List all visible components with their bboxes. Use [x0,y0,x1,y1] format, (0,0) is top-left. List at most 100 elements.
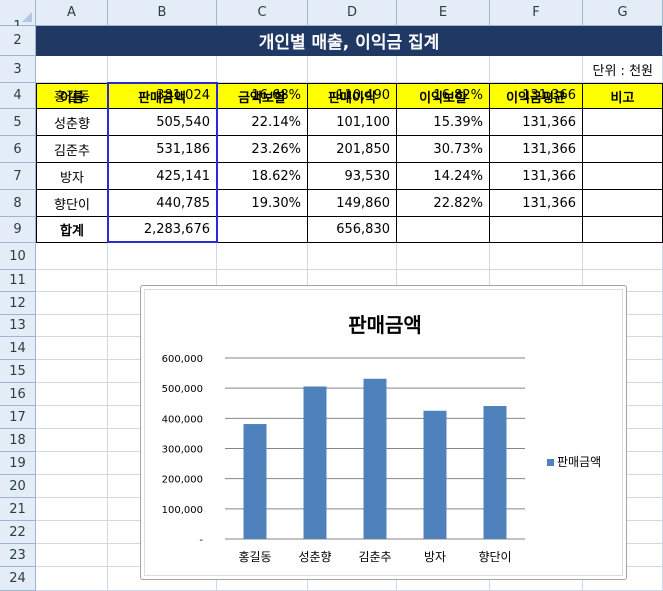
data-cell[interactable]: 531,186 [108,136,217,163]
data-cell[interactable]: 131,366 [490,136,583,163]
row-header-2[interactable]: 2 [0,26,36,56]
row-header-12[interactable]: 12 [0,292,36,315]
total-cell[interactable] [397,217,490,243]
total-cell[interactable]: 합계 [36,217,108,243]
grid-cell[interactable] [36,498,108,521]
data-cell[interactable]: 131,366 [490,163,583,190]
grid-cell[interactable] [490,56,583,83]
total-cell[interactable] [490,217,583,243]
data-cell[interactable]: 23.26% [217,136,308,163]
column-header-f[interactable]: F [490,0,583,26]
grid-cell[interactable] [36,292,108,315]
row-header-18[interactable]: 18 [0,429,36,452]
data-cell[interactable]: 방자 [36,163,108,190]
data-cell[interactable]: 16.68% [217,83,308,109]
grid-cell[interactable] [397,56,490,83]
data-cell[interactable]: 15.39% [397,109,490,136]
data-cell[interactable] [583,163,663,190]
header-cell[interactable]: 이름 [36,83,108,109]
grid-cell[interactable] [36,521,108,544]
data-cell[interactable]: 131,366 [490,109,583,136]
column-header-e[interactable]: E [397,0,490,26]
total-cell[interactable] [217,217,308,243]
total-cell[interactable] [583,217,663,243]
row-header-8[interactable]: 8 [0,190,36,217]
row-header-22[interactable]: 22 [0,521,36,544]
grid-cell[interactable] [36,383,108,406]
row-header-10[interactable]: 10 [0,243,36,270]
header-cell[interactable]: 판매이익 [308,83,397,109]
column-header-g[interactable]: G [583,0,663,26]
row-header-14[interactable]: 14 [0,337,36,360]
chart-object[interactable]: 판매금액 - 100,000 200,000 300,000 400,000 500,000… [140,285,627,580]
data-cell[interactable]: 93,530 [308,163,397,190]
grid-cell[interactable] [36,56,108,83]
data-cell[interactable]: 440,785 [108,190,217,217]
column-header-a[interactable]: A [36,0,108,26]
grid-cell[interactable] [36,337,108,360]
data-cell[interactable]: 22.82% [397,190,490,217]
total-cell[interactable]: 656,830 [308,217,397,243]
column-header-b[interactable]: B [108,0,217,26]
total-cell[interactable]: 2,283,676 [108,217,217,243]
data-cell[interactable]: 향단이 [36,190,108,217]
grid-cell[interactable] [397,243,490,270]
select-all-corner[interactable] [0,0,36,26]
row-header-16[interactable]: 16 [0,383,36,406]
row-header-11[interactable]: 11 [0,270,36,292]
grid-cell[interactable] [108,243,217,270]
data-cell[interactable] [583,190,663,217]
row-header-17[interactable]: 17 [0,406,36,429]
data-cell[interactable]: 19.30% [217,190,308,217]
data-cell[interactable]: 22.14% [217,109,308,136]
data-cell[interactable]: 16.82% [397,83,490,109]
data-cell[interactable]: 131,366 [490,190,583,217]
row-header-19[interactable]: 19 [0,452,36,475]
grid-cell[interactable] [36,406,108,429]
data-cell[interactable]: 101,100 [308,109,397,136]
grid-cell[interactable] [36,270,108,292]
data-cell[interactable]: 505,540 [108,109,217,136]
data-cell[interactable] [583,83,663,109]
row-header-23[interactable]: 23 [0,544,36,567]
row-header-4[interactable]: 4 [0,83,36,109]
grid-cell[interactable] [36,452,108,475]
data-cell[interactable]: 149,860 [308,190,397,217]
row-header-24[interactable]: 24 [0,567,36,591]
grid-cell[interactable] [308,243,397,270]
grid-cell[interactable] [36,544,108,567]
data-cell[interactable]: 18.62% [217,163,308,190]
column-header-d[interactable]: D [308,0,397,26]
data-cell[interactable]: 성춘향 [36,109,108,136]
data-cell[interactable]: 381,024 [108,83,217,109]
column-header-c[interactable]: C [217,0,308,26]
grid-cell[interactable] [36,315,108,337]
grid-cell[interactable] [217,56,308,83]
data-cell[interactable]: 30.73% [397,136,490,163]
data-cell[interactable] [583,136,663,163]
data-cell[interactable]: 김준추 [36,136,108,163]
grid-cell[interactable] [583,243,663,270]
row-header-15[interactable]: 15 [0,360,36,383]
grid-cell[interactable] [36,567,108,591]
row-header-7[interactable]: 7 [0,163,36,190]
data-cell[interactable] [583,109,663,136]
grid-cell[interactable] [36,429,108,452]
grid-cell[interactable] [36,475,108,498]
data-cell[interactable]: 425,141 [108,163,217,190]
grid-cell[interactable] [308,56,397,83]
row-header-5[interactable]: 5 [0,109,36,136]
row-header-20[interactable]: 20 [0,475,36,498]
row-header-6[interactable]: 6 [0,136,36,163]
grid-cell[interactable] [36,243,108,270]
grid-cell[interactable] [217,243,308,270]
row-header-9[interactable]: 9 [0,217,36,243]
data-cell[interactable]: 131,366 [490,83,583,109]
row-header-21[interactable]: 21 [0,498,36,521]
grid-cell[interactable] [490,243,583,270]
data-cell[interactable]: 14.24% [397,163,490,190]
row-header-3[interactable]: 3 [0,56,36,83]
data-cell[interactable]: 홍길동 [36,83,108,109]
data-cell[interactable]: 201,850 [308,136,397,163]
data-cell[interactable]: 110,490 [308,83,397,109]
